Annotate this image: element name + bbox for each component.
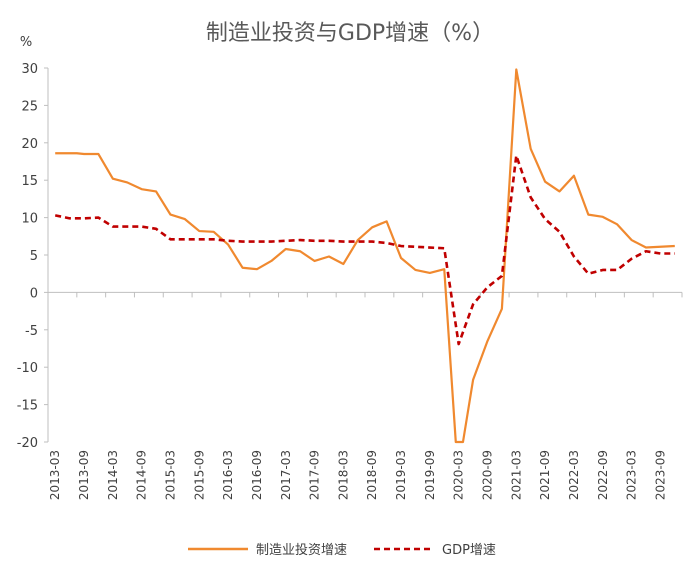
- x-tick-label: 2020-03: [452, 450, 466, 500]
- y-tick-label: -20: [17, 436, 38, 451]
- axes: -20 -15 -10 -5 0 5 10 15 20 25 30 2013-03 2013-09 201…: [17, 62, 683, 500]
- legend-label: GDP增速: [442, 543, 496, 558]
- y-axis-unit-label: %: [20, 35, 32, 50]
- x-tick-label: 2018-03: [336, 450, 350, 500]
- y-tick-label: 5: [30, 249, 38, 264]
- x-tick-label: 2014-09: [135, 450, 149, 500]
- x-tick-label: 2016-03: [221, 450, 235, 500]
- chart-title: 制造业投资与GDP增速（%）: [206, 21, 494, 46]
- x-tick-label: 2017-09: [308, 450, 322, 500]
- x-tick-label: 2019-03: [394, 450, 408, 500]
- legend-gdp: GDP增速: [374, 543, 496, 558]
- series-line-gdp: [54, 154, 675, 346]
- x-tick-label: 2021-03: [509, 450, 523, 500]
- x-tick-label: 2014-03: [106, 450, 120, 500]
- x-tick-label: 2016-09: [250, 450, 264, 500]
- series-line-manufacturing-investment: [55, 68, 675, 444]
- x-tick-label: 2023-09: [653, 450, 667, 500]
- x-tick-label: 2023-03: [625, 450, 639, 500]
- series-lines: [54, 68, 675, 444]
- legend-label: 制造业投资增速: [256, 542, 347, 558]
- x-tick-label: 2022-09: [596, 450, 610, 500]
- y-tick-label: 10: [21, 212, 38, 227]
- x-tick-label: 2018-09: [365, 450, 379, 500]
- y-tick-label: 15: [21, 174, 38, 189]
- x-tick-label: 2021-09: [538, 450, 552, 500]
- y-tick-label: -5: [25, 324, 38, 339]
- x-tick-label: 2015-03: [163, 450, 177, 500]
- y-tick-label: 0: [30, 286, 38, 301]
- x-tick-label: 2013-03: [48, 450, 62, 500]
- y-tick-label: 25: [21, 99, 38, 114]
- x-tick-label: 2013-09: [77, 450, 91, 500]
- x-tick-label: 2015-09: [192, 450, 206, 500]
- legend: 制造业投资增速 GDP增速: [188, 542, 496, 558]
- legend-manufacturing: 制造业投资增速: [188, 542, 347, 558]
- x-tick-label: 2017-03: [279, 450, 293, 500]
- y-tick-label: 30: [21, 62, 38, 77]
- y-tick-label: -15: [17, 399, 38, 414]
- y-tick-label: 20: [21, 137, 38, 152]
- x-tick-label: 2019-09: [423, 450, 437, 500]
- y-tick-label: -10: [17, 361, 38, 376]
- x-tick-label: 2022-03: [567, 450, 581, 500]
- x-tick-label: 2020-09: [480, 450, 494, 500]
